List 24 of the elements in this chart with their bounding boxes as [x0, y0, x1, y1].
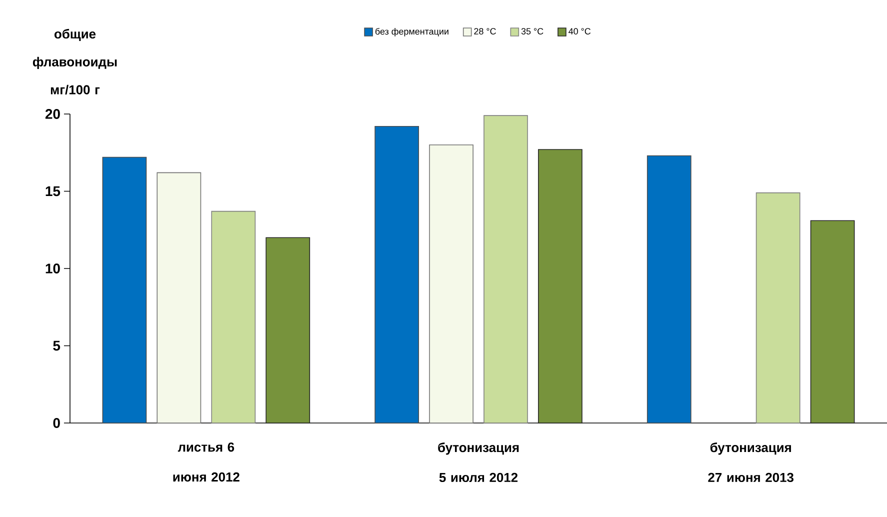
legend-label: 35 °С — [521, 28, 544, 34]
legend-label: 40 °С — [568, 28, 591, 34]
y-tick-label: 0 — [53, 418, 60, 428]
category-label: листья 6 июня 2012 — [173, 442, 240, 482]
bar — [810, 220, 855, 424]
bar — [266, 237, 310, 424]
bar — [756, 192, 800, 424]
bar — [211, 210, 256, 424]
category-label: бутонизация 5 июля 2012 — [438, 442, 519, 482]
bar — [429, 144, 474, 424]
category-label: бутонизация 27 июня 2013 — [708, 442, 794, 482]
bar — [102, 156, 147, 424]
y-tick-label: 5 — [53, 340, 60, 351]
bar — [484, 115, 528, 424]
legend-label: 28 °С — [474, 28, 496, 34]
y-tick-label: 15 — [46, 186, 60, 196]
bar — [374, 126, 419, 424]
text: общие флавоноиды мг/100 г — [32, 28, 117, 94]
y-tick-label: 20 — [45, 109, 60, 119]
legend-label: без ферментации — [375, 28, 448, 36]
y-tick-label: 10 — [46, 264, 60, 274]
bar — [156, 172, 202, 424]
bar — [538, 149, 582, 424]
bar — [646, 155, 692, 424]
